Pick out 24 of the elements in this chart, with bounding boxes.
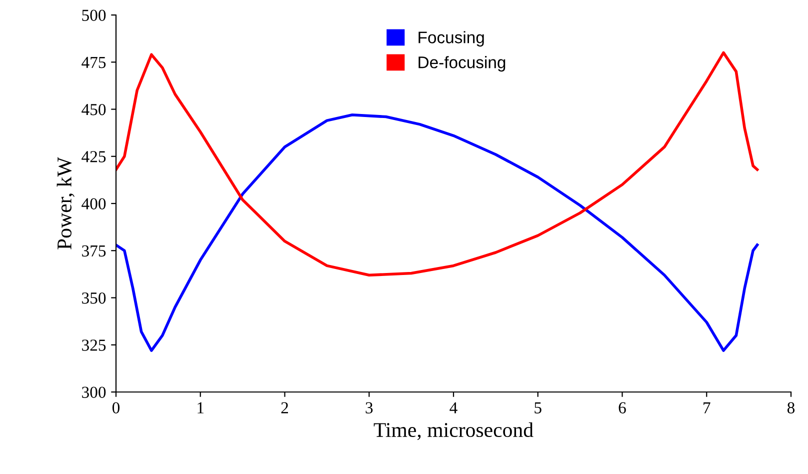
x-tick-label: 1 bbox=[198, 402, 204, 414]
x-tick-label: 8 bbox=[787, 402, 795, 414]
x-tick-label: 0 bbox=[112, 402, 120, 414]
x-tick-label: 4 bbox=[450, 402, 458, 414]
x-tick-label: 2 bbox=[281, 402, 288, 414]
y-tick-label: 300 bbox=[82, 386, 106, 398]
y-tick-label: 425 bbox=[82, 151, 106, 162]
y-tick-label: 325 bbox=[82, 340, 106, 351]
y-axis-title: Power, kW bbox=[56, 157, 74, 250]
line-series bbox=[116, 51, 759, 277]
x-tick-label: 5 bbox=[534, 402, 542, 414]
x-tick-label: 7 bbox=[704, 402, 710, 414]
legend-label: Focusing bbox=[418, 31, 484, 47]
x-tick-label: 6 bbox=[618, 402, 626, 414]
x-tick-label: 3 bbox=[366, 402, 373, 414]
y-tick-label: 400 bbox=[82, 198, 106, 210]
y-tick-label: 350 bbox=[82, 292, 106, 304]
y-tick-label: 375 bbox=[82, 245, 106, 257]
y-tick-label: 475 bbox=[82, 56, 106, 68]
y-tick-label: 500 bbox=[82, 10, 106, 21]
legend-label: De-focusing bbox=[418, 56, 506, 72]
y-tick-label: 450 bbox=[82, 104, 106, 116]
x-axis-title: Time, microsecond bbox=[374, 422, 534, 440]
line-series bbox=[116, 114, 759, 352]
